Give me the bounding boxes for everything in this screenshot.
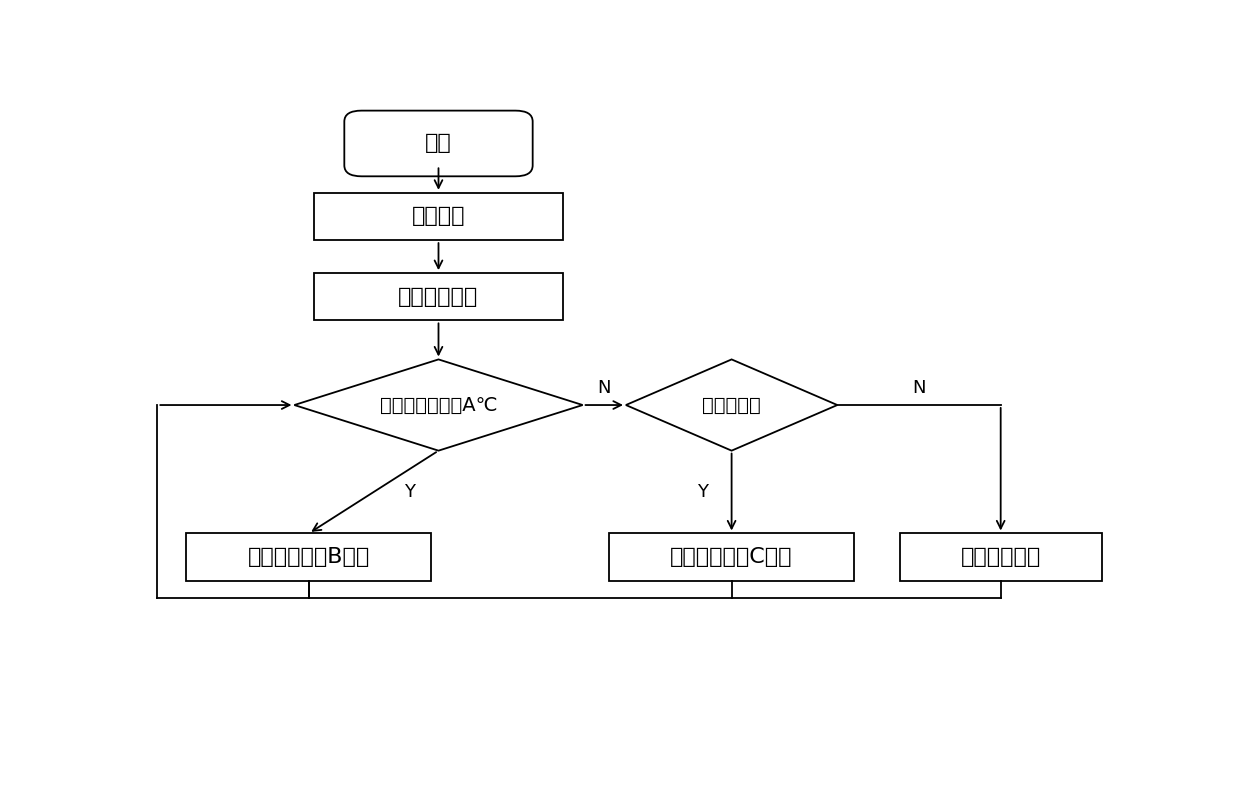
Text: 待机状态: 待机状态 [412, 206, 465, 227]
Bar [186, 533, 432, 581]
Bar [314, 273, 563, 321]
Polygon shape [626, 359, 837, 450]
Text: 维持载波频率: 维持载波频率 [961, 547, 1040, 567]
Text: 开始: 开始 [425, 134, 451, 153]
Text: 开关器件温度＞A℃: 开关器件温度＞A℃ [379, 396, 497, 415]
Text: N: N [598, 379, 611, 397]
Bar [609, 533, 854, 581]
Text: 载波频率减少B程度: 载波频率减少B程度 [248, 547, 370, 567]
Text: 一定频率运转: 一定频率运转 [398, 287, 479, 307]
FancyBboxPatch shape [345, 111, 533, 176]
Bar [314, 193, 563, 240]
Text: Y: Y [697, 483, 708, 501]
Text: Y: Y [404, 483, 415, 501]
Text: 能耗模式？: 能耗模式？ [702, 396, 761, 415]
Polygon shape [294, 359, 583, 450]
Text: N: N [913, 379, 926, 397]
Bar [900, 533, 1101, 581]
Text: 载波频率减少C程度: 载波频率减少C程度 [671, 547, 792, 567]
